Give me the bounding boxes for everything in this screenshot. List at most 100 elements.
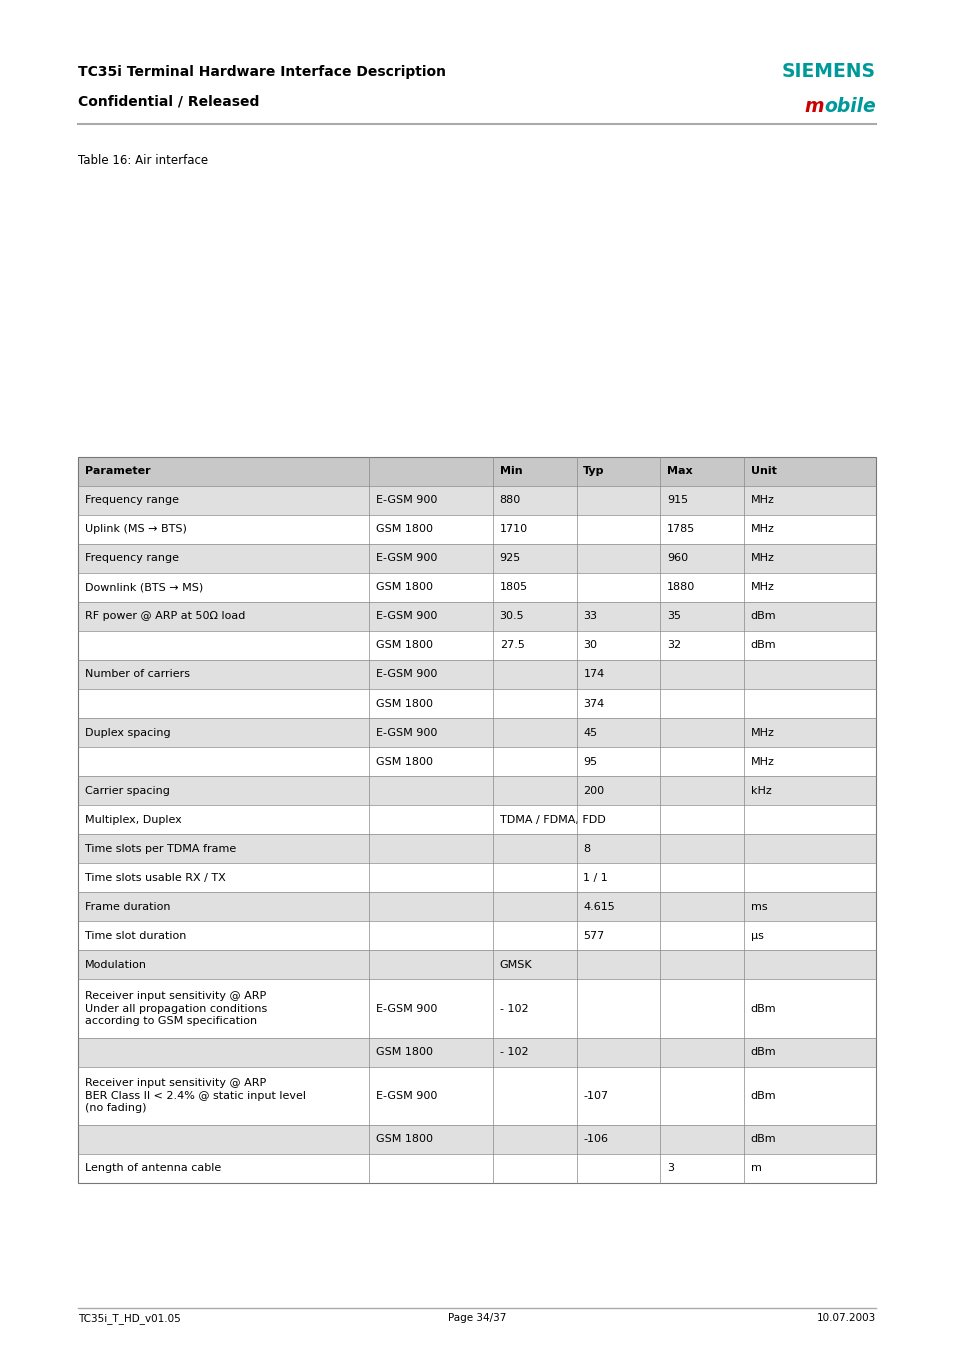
Text: 4.615: 4.615	[583, 902, 615, 912]
Text: MHz: MHz	[750, 496, 774, 505]
Text: E-GSM 900: E-GSM 900	[375, 1004, 436, 1013]
Text: Duplex spacing: Duplex spacing	[85, 728, 171, 738]
Bar	[78, 601, 875, 631]
Text: MHz: MHz	[750, 582, 774, 592]
Text: Unit: Unit	[750, 466, 776, 476]
Text: 10.07.2003: 10.07.2003	[816, 1313, 875, 1323]
Text: 200: 200	[583, 786, 604, 796]
Text: 95: 95	[583, 757, 597, 766]
Text: Frequency range: Frequency range	[85, 496, 179, 505]
Bar	[78, 979, 875, 1038]
Text: GSM 1800: GSM 1800	[375, 698, 433, 708]
Text: Number of carriers: Number of carriers	[85, 670, 190, 680]
Text: E-GSM 900: E-GSM 900	[375, 1090, 436, 1101]
Text: Typ: Typ	[583, 466, 604, 476]
Text: E-GSM 900: E-GSM 900	[375, 670, 436, 680]
Bar	[78, 1038, 875, 1066]
Bar	[78, 747, 875, 775]
Text: GSM 1800: GSM 1800	[375, 757, 433, 766]
Text: dBm: dBm	[750, 640, 776, 650]
Text: GMSK: GMSK	[499, 961, 532, 970]
Text: MHz: MHz	[750, 757, 774, 766]
Text: Frame duration: Frame duration	[85, 902, 171, 912]
Text: Uplink (MS → BTS): Uplink (MS → BTS)	[85, 524, 187, 534]
Text: E-GSM 900: E-GSM 900	[375, 496, 436, 505]
Bar	[78, 892, 875, 921]
Text: Page 34/37: Page 34/37	[447, 1313, 506, 1323]
Bar	[78, 631, 875, 659]
Text: dBm: dBm	[750, 1090, 776, 1101]
Text: GSM 1800: GSM 1800	[375, 524, 433, 534]
Text: Min: Min	[499, 466, 521, 476]
Text: 30: 30	[583, 640, 597, 650]
Text: m: m	[803, 97, 822, 116]
Text: 577: 577	[583, 931, 604, 940]
Text: Table 16: Air interface: Table 16: Air interface	[78, 154, 208, 168]
Text: obile: obile	[823, 97, 875, 116]
Text: Receiver input sensitivity @ ARP
Under all propagation conditions
according to G: Receiver input sensitivity @ ARP Under a…	[85, 992, 267, 1025]
Text: 915: 915	[666, 496, 687, 505]
Bar	[78, 921, 875, 950]
Text: 925: 925	[499, 554, 520, 563]
Text: Multiplex, Duplex: Multiplex, Duplex	[85, 815, 181, 824]
Text: Modulation: Modulation	[85, 961, 147, 970]
Text: 30.5: 30.5	[499, 612, 524, 621]
Text: Carrier spacing: Carrier spacing	[85, 786, 170, 796]
Bar	[78, 775, 875, 805]
Bar	[78, 457, 875, 1183]
Text: TC35i_T_HD_v01.05: TC35i_T_HD_v01.05	[78, 1313, 181, 1324]
Text: m: m	[750, 1163, 760, 1173]
Text: 33: 33	[583, 612, 597, 621]
Text: E-GSM 900: E-GSM 900	[375, 728, 436, 738]
Text: Receiver input sensitivity @ ARP
BER Class II < 2.4% @ static input level
(no fa: Receiver input sensitivity @ ARP BER Cla…	[85, 1078, 306, 1113]
Bar	[78, 573, 875, 601]
Text: dBm: dBm	[750, 1004, 776, 1013]
Bar	[78, 515, 875, 543]
Bar	[78, 689, 875, 717]
Text: Time slot duration: Time slot duration	[85, 931, 186, 940]
Text: Confidential / Released: Confidential / Released	[78, 95, 259, 108]
Text: 1785: 1785	[666, 524, 695, 534]
Text: MHz: MHz	[750, 554, 774, 563]
Text: dBm: dBm	[750, 1135, 776, 1144]
Text: E-GSM 900: E-GSM 900	[375, 554, 436, 563]
Bar	[78, 486, 875, 515]
Text: 27.5: 27.5	[499, 640, 524, 650]
Bar	[78, 950, 875, 979]
Text: -106: -106	[583, 1135, 608, 1144]
Bar	[78, 543, 875, 573]
Text: SIEMENS: SIEMENS	[781, 62, 875, 81]
Text: Length of antenna cable: Length of antenna cable	[85, 1163, 221, 1173]
Text: TDMA / FDMA, FDD: TDMA / FDMA, FDD	[499, 815, 605, 824]
Text: μs: μs	[750, 931, 763, 940]
Text: E-GSM 900: E-GSM 900	[375, 612, 436, 621]
Text: GSM 1800: GSM 1800	[375, 1047, 433, 1056]
Bar	[78, 834, 875, 863]
Bar	[78, 717, 875, 747]
Text: 45: 45	[583, 728, 597, 738]
Text: GSM 1800: GSM 1800	[375, 582, 433, 592]
Text: 35: 35	[666, 612, 680, 621]
Text: 960: 960	[666, 554, 687, 563]
Bar	[78, 457, 875, 486]
Text: 174: 174	[583, 670, 604, 680]
Text: Frequency range: Frequency range	[85, 554, 179, 563]
Text: GSM 1800: GSM 1800	[375, 640, 433, 650]
Text: dBm: dBm	[750, 1047, 776, 1056]
Bar	[78, 659, 875, 689]
Text: dBm: dBm	[750, 612, 776, 621]
Text: -107: -107	[583, 1090, 608, 1101]
Text: Downlink (BTS → MS): Downlink (BTS → MS)	[85, 582, 203, 592]
Text: - 102: - 102	[499, 1004, 528, 1013]
Text: 1880: 1880	[666, 582, 695, 592]
Text: 8: 8	[583, 844, 590, 854]
Text: 374: 374	[583, 698, 604, 708]
Text: - 102: - 102	[499, 1047, 528, 1056]
Bar	[78, 1124, 875, 1154]
Text: Max: Max	[666, 466, 692, 476]
Text: 32: 32	[666, 640, 680, 650]
Text: ms: ms	[750, 902, 766, 912]
Bar	[78, 1067, 875, 1124]
Text: TC35i Terminal Hardware Interface Description: TC35i Terminal Hardware Interface Descri…	[78, 65, 446, 78]
Text: 3: 3	[666, 1163, 674, 1173]
